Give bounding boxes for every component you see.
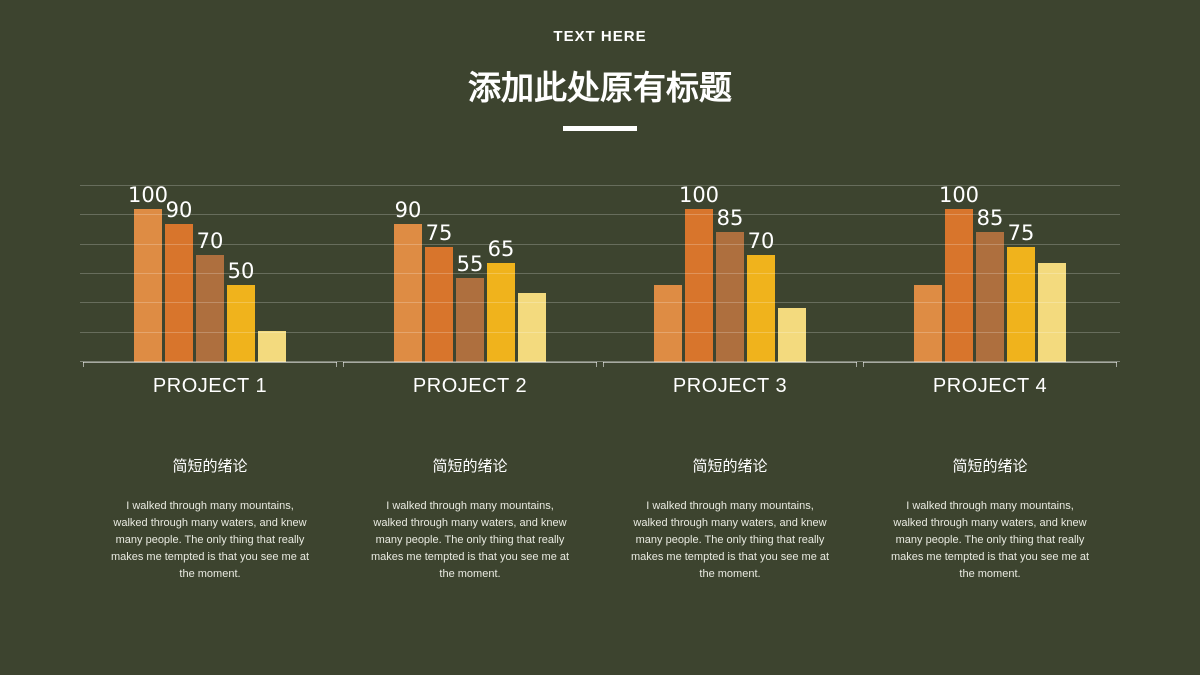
project-names-row: PROJECT 1 PROJECT 2 PROJECT 3 PROJECT 4 — [80, 375, 1120, 398]
bar-value-label: 55 — [456, 252, 484, 276]
gridline — [80, 332, 1120, 333]
bar: 100 — [939, 185, 979, 362]
bar-value-label: 75 — [1007, 221, 1035, 245]
kicker-text: TEXT HERE — [553, 28, 647, 45]
bars-container: 100 85 75 — [914, 185, 1066, 362]
bar: 65 — [487, 239, 515, 362]
chart-plot-area: 100 90 70 50 90 75 55 65 100 85 70 100 85 75 — [80, 185, 1120, 367]
bar: 100 — [679, 185, 719, 362]
bar-value-label: 100 — [127, 183, 169, 207]
bar: 75 — [1007, 223, 1035, 362]
project-body-text-4: I walked through many mountains, walked … — [890, 500, 1090, 581]
bar — [914, 285, 942, 362]
project-body-cell-1: I walked through many mountains, walked … — [80, 498, 340, 583]
bar-value-label: 85 — [976, 206, 1004, 230]
bar — [654, 285, 682, 362]
project-title-2: PROJECT 2 — [412, 375, 528, 397]
chart-groups: 100 90 70 50 90 75 55 65 100 85 70 100 85 75 — [80, 185, 1120, 367]
bar-value-label: 85 — [716, 206, 744, 230]
gridline — [80, 273, 1120, 274]
bar: 70 — [747, 231, 775, 362]
bar: 75 — [425, 223, 453, 362]
x-axis-segment — [603, 362, 857, 367]
bar-group-3: 100 85 70 — [600, 185, 860, 367]
bar-chart: 100 90 70 50 90 75 55 65 100 85 70 100 85 75 PROJECT … — [80, 185, 1120, 583]
page-title: 添加此处原有标题 — [468, 68, 732, 107]
project-body-cell-3: I walked through many mountains, walked … — [600, 498, 860, 583]
x-axis-segment — [83, 362, 337, 367]
project-bodies-row: I walked through many mountains, walked … — [80, 498, 1120, 583]
gridline — [80, 302, 1120, 303]
bar-value-label: 100 — [678, 183, 720, 207]
project-title-1: PROJECT 1 — [152, 375, 268, 397]
project-subtitle-1: 简短的绪论 — [172, 458, 248, 475]
project-body-text-2: I walked through many mountains, walked … — [370, 500, 570, 581]
bar: 70 — [196, 231, 224, 362]
bar — [518, 293, 546, 362]
project-subtitle-2: 简短的绪论 — [432, 458, 508, 475]
bar: 50 — [227, 261, 255, 362]
bar — [258, 331, 286, 362]
bar-value-label: 75 — [425, 221, 453, 245]
bar-value-label: 70 — [196, 229, 224, 253]
x-axis-segment — [863, 362, 1117, 367]
bar-value-label: 90 — [165, 198, 193, 222]
project-title-3: PROJECT 3 — [672, 375, 788, 397]
bar-value-label: 90 — [394, 198, 422, 222]
bar-value-label: 65 — [487, 237, 515, 261]
project-body-text-1: I walked through many mountains, walked … — [110, 500, 310, 581]
project-body-text-3: I walked through many mountains, walked … — [630, 500, 830, 581]
project-title-4: PROJECT 4 — [932, 375, 1048, 397]
bar-value-label: 100 — [938, 183, 980, 207]
project-subtitle-4: 简短的绪论 — [952, 458, 1028, 475]
bar: 85 — [716, 208, 744, 362]
bar-group-1: 100 90 70 50 — [80, 185, 340, 367]
project-body-cell-2: I walked through many mountains, walked … — [340, 498, 600, 583]
bars-container: 100 85 70 — [654, 185, 806, 362]
project-subtitles-row: 简短的绪论 简短的绪论 简短的绪论 简短的绪论 — [80, 455, 1120, 476]
bar: 100 — [128, 185, 168, 362]
bar: 90 — [394, 200, 422, 362]
gridline — [80, 185, 1120, 186]
title-underline — [563, 126, 637, 131]
bar-value-label: 50 — [227, 259, 255, 283]
bar: 90 — [165, 200, 193, 362]
x-axis-segment — [343, 362, 597, 367]
project-subtitle-3: 简短的绪论 — [692, 458, 768, 475]
bars-container: 90 75 55 65 — [394, 200, 546, 362]
bar-group-2: 90 75 55 65 — [340, 185, 600, 367]
gridline — [80, 361, 1120, 362]
bar — [1038, 263, 1066, 362]
gridline — [80, 214, 1120, 215]
bar-group-4: 100 85 75 — [860, 185, 1120, 367]
gridline — [80, 244, 1120, 245]
project-body-cell-4: I walked through many mountains, walked … — [860, 498, 1120, 583]
bars-container: 100 90 70 50 — [128, 185, 286, 362]
bar-value-label: 70 — [747, 229, 775, 253]
bar — [778, 308, 806, 362]
bar: 55 — [456, 254, 484, 362]
bar: 85 — [976, 208, 1004, 362]
